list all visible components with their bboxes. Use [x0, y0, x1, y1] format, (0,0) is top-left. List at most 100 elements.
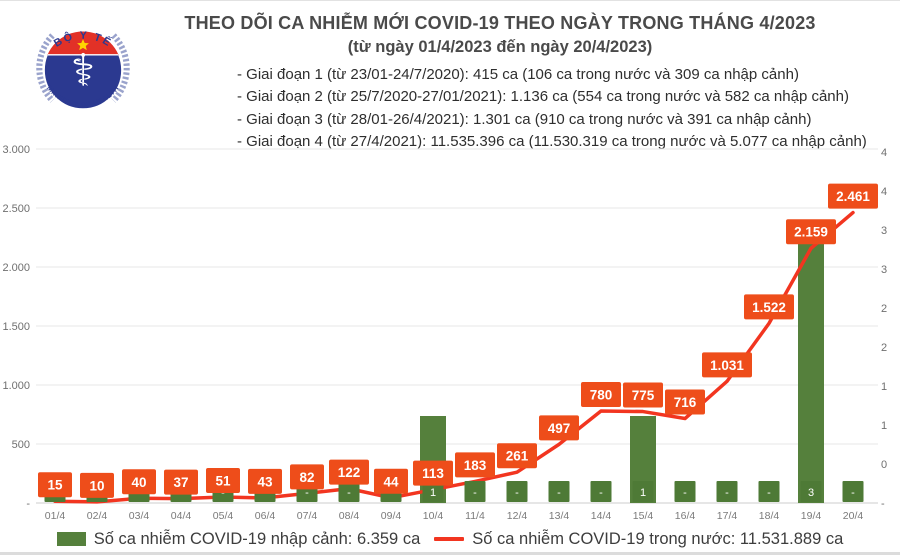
- bar-swatch-icon: [56, 532, 86, 546]
- x-axis-tick-label: 14/4: [591, 510, 612, 522]
- right-axis-tick-label: 1: [881, 420, 887, 432]
- legend-label: Số ca nhiễm COVID-19 nhập cảnh: 6.359 ca: [93, 529, 421, 548]
- bar-value-label: -: [557, 487, 561, 499]
- line-value-box: [665, 389, 705, 415]
- line-value-box: [455, 452, 495, 478]
- period-summary-item: - Giai đoạn 4 (từ 27/4/2021): 11.535.396…: [237, 132, 867, 150]
- x-axis-tick-label: 09/4: [381, 510, 402, 522]
- line-value-box: [164, 469, 198, 495]
- bar-value-box: [338, 481, 360, 502]
- laurel-left: [36, 33, 55, 103]
- bar-value-box: [422, 481, 444, 502]
- bar-value-label: 1: [640, 487, 646, 499]
- bar-value-box: [716, 481, 738, 502]
- x-axis-tick-label: 11/4: [465, 510, 485, 522]
- line-value-label: 2.159: [794, 225, 828, 240]
- page-title: THEO DÕI CA NHIỄM MỚI COVID-19 THEO NGÀY…: [184, 13, 816, 33]
- bar-value-box: [464, 481, 486, 502]
- bar-value-label: -: [683, 487, 687, 499]
- line-value-label: 716: [674, 395, 697, 410]
- line-value-box: [80, 472, 114, 498]
- line-value-label: 1.031: [710, 358, 744, 373]
- bar-value-label: -: [599, 487, 603, 499]
- line-value-box: [122, 469, 156, 495]
- bar-value-box: [842, 481, 864, 502]
- x-axis-tick-label: 02/4: [87, 510, 108, 522]
- legend-label: Số ca nhiễm COVID-19 trong nước: 11.531.…: [472, 529, 844, 548]
- legend-item-imported: Số ca nhiễm COVID-19 nhập cảnh: 6.359 ca: [56, 529, 421, 549]
- bar-value-box: [548, 481, 570, 502]
- bar-value-box: [758, 481, 780, 502]
- x-axis-tick-label: 13/4: [549, 510, 570, 522]
- x-axis-tick-label: 05/4: [213, 510, 234, 522]
- bar-value-label: -: [851, 487, 855, 499]
- x-axis-tick-label: 07/4: [297, 510, 318, 522]
- line-value-box: [744, 294, 794, 320]
- line-value-box: [206, 467, 240, 493]
- rod-of-asclepius-icon: ⚕: [71, 43, 95, 96]
- line-value-label: 15: [47, 478, 63, 493]
- line-value-box: [329, 459, 369, 485]
- right-axis-tick-label: 2: [881, 342, 887, 354]
- left-axis-tick-label: 3.000: [2, 144, 30, 156]
- star-icon: [77, 39, 89, 51]
- line-value-box: [702, 352, 752, 378]
- left-axis-tick-label: 1.000: [2, 380, 30, 392]
- line-value-label: 10: [89, 478, 104, 493]
- bar-value-label: -: [725, 487, 729, 499]
- bar-value-label: -: [515, 487, 519, 499]
- right-axis-tick-label: 0: [881, 459, 887, 471]
- line-value-label: 780: [590, 387, 613, 402]
- period-summary-list: - Giai đoạn 1 (từ 23/01-24/7/2020): 415 …: [237, 64, 867, 153]
- ministry-of-health-logo: ⚕ BỘ Y TẾ MINISTRY OF HEALTH: [36, 30, 130, 110]
- line-value-label: 122: [338, 465, 361, 480]
- left-axis-tick-label: 500: [12, 439, 30, 451]
- x-axis-tick-label: 18/4: [759, 510, 780, 522]
- bar-value-box: [800, 481, 822, 502]
- line-value-label: 775: [632, 388, 655, 403]
- x-axis-tick-label: 20/4: [843, 510, 864, 522]
- bar-value-label: 1: [430, 487, 436, 499]
- right-axis-tick-label: -: [881, 498, 885, 510]
- bar-value-box: [632, 481, 654, 502]
- period-summary-item: - Giai đoạn 2 (từ 25/7/2020-27/01/2021):…: [237, 88, 849, 106]
- line-value-box: [374, 468, 408, 494]
- x-axis-tick-label: 12/4: [507, 510, 528, 522]
- x-axis-tick-label: 15/4: [633, 510, 654, 522]
- x-axis-tick-label: 10/4: [423, 510, 444, 522]
- line-value-box: [248, 468, 282, 494]
- line-value-label: 51: [215, 473, 231, 488]
- period-summary-item: - Giai đoạn 1 (từ 23/01-24/7/2020): 415 …: [237, 66, 799, 83]
- line-value-box: [539, 415, 579, 441]
- right-axis-tick-label: 3: [881, 225, 887, 237]
- bar-value-label: -: [221, 487, 225, 499]
- bar-value-box: [590, 481, 612, 502]
- x-axis-tick-label: 19/4: [801, 510, 822, 522]
- line-value-label: 37: [173, 475, 188, 490]
- bar-value-box: [506, 481, 528, 502]
- line-value-label: 43: [257, 474, 273, 489]
- line-value-box: [38, 472, 72, 498]
- line-value-label: 2.461: [836, 189, 870, 204]
- right-axis-tick-label: 4: [881, 186, 887, 198]
- left-axis-tick-label: -: [26, 498, 30, 510]
- bar-value-label: 3: [808, 487, 814, 499]
- x-axis-tick-label: 17/4: [717, 510, 738, 522]
- bar-value-box: [674, 481, 696, 502]
- x-axis-tick-label: 16/4: [675, 510, 696, 522]
- bar: [798, 242, 824, 503]
- line-value-label: 113: [422, 466, 444, 481]
- line-value-label: 82: [299, 470, 314, 485]
- left-axis-tick-label: 2.500: [2, 203, 30, 215]
- line-value-box: [290, 464, 324, 490]
- x-axis-tick-label: 04/4: [171, 510, 192, 522]
- laurel-right: [111, 33, 130, 103]
- x-axis-tick-label: 01/4: [45, 510, 66, 522]
- line-value-label: 261: [506, 449, 529, 464]
- right-axis-tick-label: 2: [881, 303, 887, 315]
- bar-value-label: -: [473, 487, 477, 499]
- right-axis-tick-label: 4: [881, 147, 887, 159]
- line-value-label: 497: [548, 421, 571, 436]
